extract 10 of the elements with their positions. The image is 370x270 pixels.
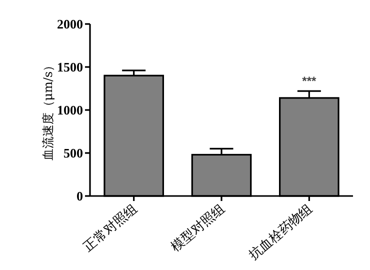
y-axis-title: 血流速度（μm/s）: [41, 59, 55, 161]
x-tick-label: 模型对照组: [168, 202, 228, 255]
y-tick-label: 0: [76, 188, 83, 204]
x-tick-label: 正常对照组: [80, 202, 140, 255]
y-tick-label: 1000: [57, 102, 83, 118]
y-tick-label: 500: [64, 146, 83, 160]
y-tick-label: 1500: [57, 60, 83, 74]
y-tick-label: 2000: [57, 16, 83, 32]
x-tick-label: 抗血栓药物组: [246, 202, 316, 264]
annotation: ***: [302, 74, 316, 88]
